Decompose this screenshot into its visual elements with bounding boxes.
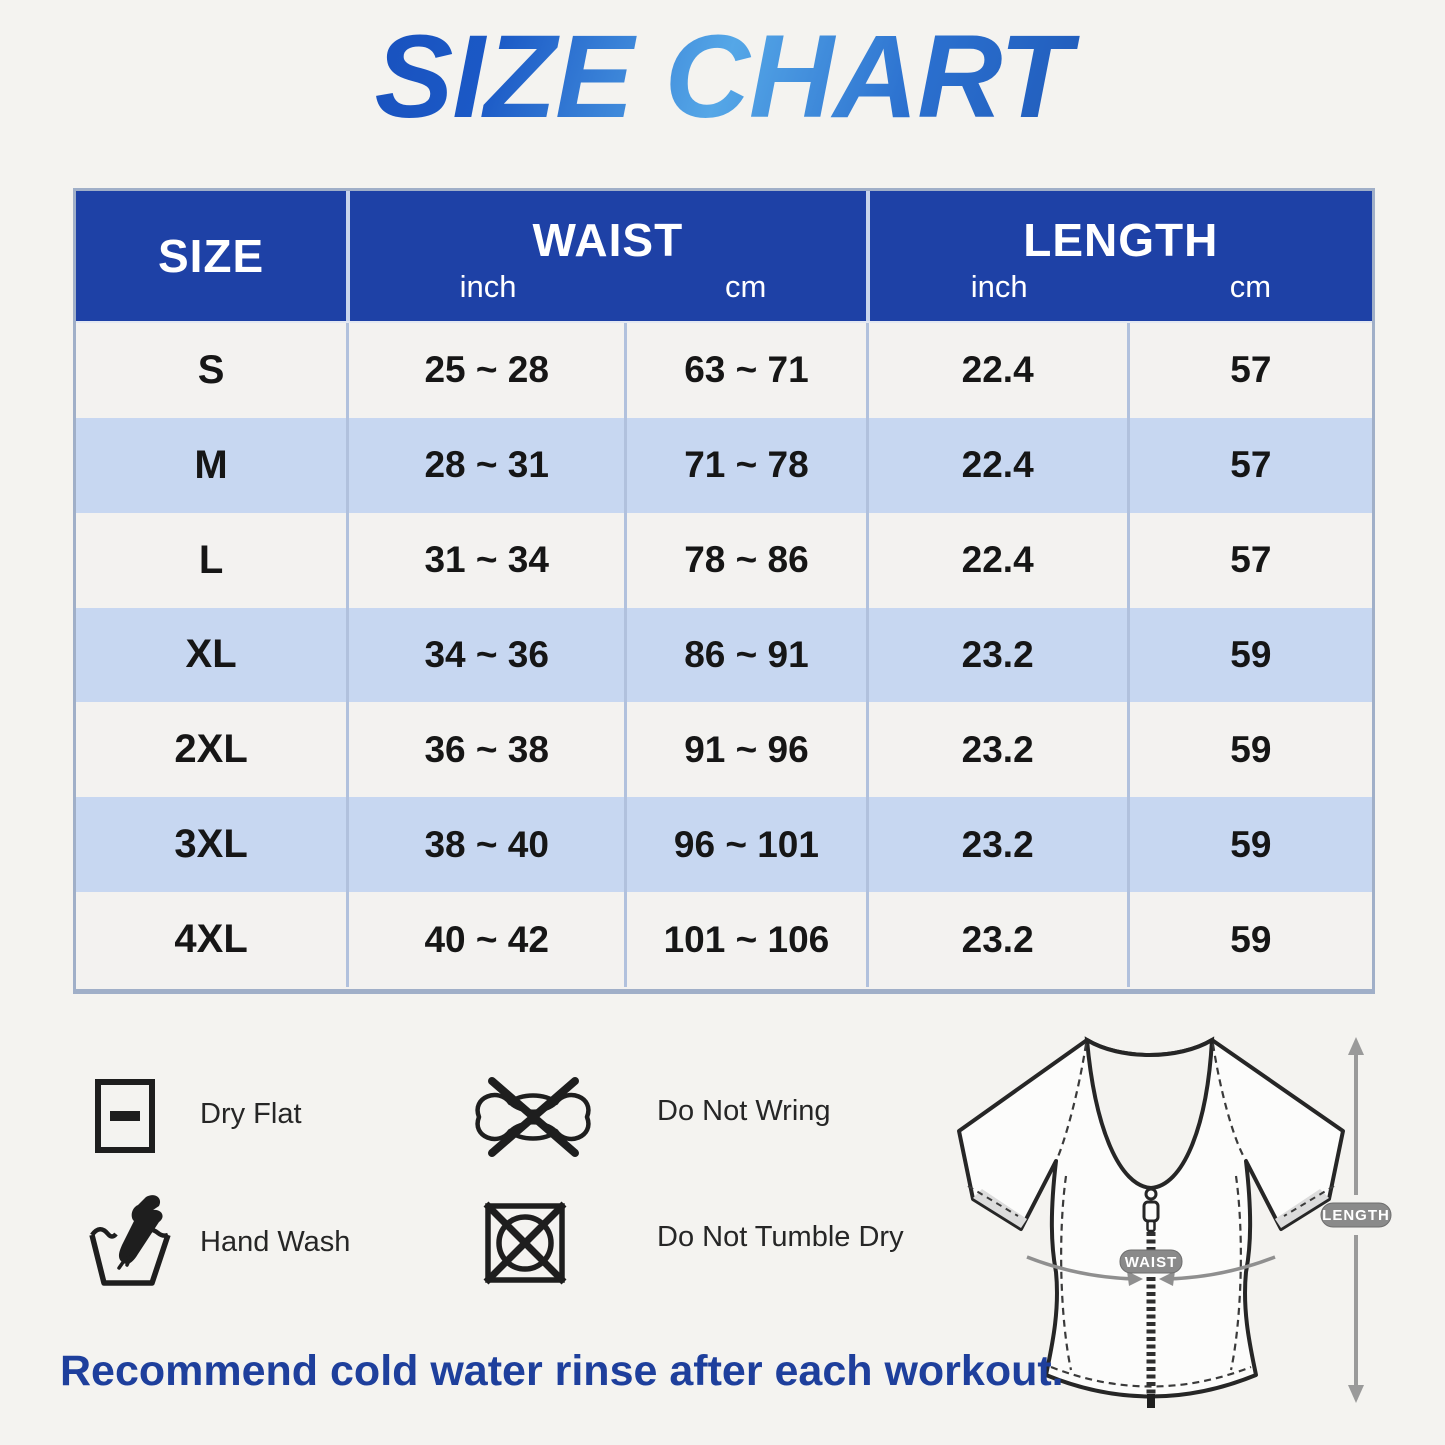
cell-length-inch: 22.4 — [865, 512, 1127, 608]
waist-badge — [1119, 1249, 1183, 1274]
length-badge — [1320, 1202, 1392, 1228]
length-arrow — [1348, 1037, 1364, 1403]
table-row: XL 34 ~ 36 86 ~ 91 23.2 59 — [76, 607, 1372, 703]
header-length-cm: cm — [1229, 269, 1272, 304]
sleeve-band-left — [973, 1189, 1027, 1228]
cell-length-inch: 23.2 — [865, 607, 1127, 703]
table-row: 2XL 36 ~ 38 91 ~ 96 23.2 59 — [76, 702, 1372, 798]
cell-length-cm: 57 — [1126, 323, 1372, 418]
cell-size: 2XL — [174, 727, 248, 772]
cell-waist-cm: 101 ~ 106 — [624, 892, 865, 987]
cell-waist-cm: 96 ~ 101 — [624, 797, 865, 893]
table-row: M 28 ~ 31 71 ~ 78 22.4 57 — [76, 417, 1372, 513]
header-waist-inch: inch — [459, 269, 517, 304]
table-row: 4XL 40 ~ 42 101 ~ 106 23.2 59 — [76, 892, 1372, 987]
size-table-header: SIZE WAIST inch cm LENGTH inch cm — [76, 191, 1372, 323]
cell-length-inch: 22.4 — [865, 417, 1127, 513]
page-title: SIZE CHART — [0, 8, 1445, 147]
sleeve-band-right — [1275, 1189, 1329, 1228]
garment-neckline — [1084, 1036, 1215, 1191]
cell-waist-inch: 31 ~ 34 — [346, 512, 624, 608]
care-label-dry-flat: Dry Flat — [200, 1098, 302, 1130]
dry-flat-icon — [95, 1079, 155, 1153]
waist-badge-label: WAIST — [1125, 1254, 1178, 1271]
cell-waist-cm: 63 ~ 71 — [624, 323, 865, 418]
cell-length-inch: 23.2 — [865, 702, 1127, 798]
cell-length-cm: 59 — [1126, 702, 1372, 798]
cell-size: S — [197, 347, 225, 392]
care-label-do-not-tumble-dry: Do Not Tumble Dry — [657, 1221, 904, 1253]
waist-arrow — [1026, 1255, 1276, 1286]
table-row: 3XL 38 ~ 40 96 ~ 101 23.2 59 — [76, 797, 1372, 893]
header-size: SIZE — [157, 230, 265, 282]
zipper-pull — [1146, 1219, 1156, 1233]
cell-length-inch: 23.2 — [865, 797, 1127, 893]
garment-measurement-diagram: WAIST LENGTH — [957, 1036, 1392, 1408]
footer-note: Recommend cold water rinse after each wo… — [60, 1347, 1064, 1395]
cell-size: 3XL — [174, 822, 248, 867]
cell-size: L — [198, 537, 224, 582]
cell-waist-inch: 40 ~ 42 — [346, 892, 624, 987]
garment-seams — [1050, 1043, 1252, 1388]
cell-length-inch: 23.2 — [865, 892, 1127, 987]
size-table: SIZE WAIST inch cm LENGTH inch cm S 25 ~… — [73, 188, 1375, 994]
cell-waist-inch: 34 ~ 36 — [346, 607, 624, 703]
table-row: S 25 ~ 28 63 ~ 71 22.4 57 — [76, 323, 1372, 418]
cell-waist-cm: 86 ~ 91 — [624, 607, 865, 703]
cell-size: XL — [185, 632, 237, 677]
table-row: L 31 ~ 34 78 ~ 86 22.4 57 — [76, 512, 1372, 608]
do-not-tumble-dry-icon — [483, 1201, 567, 1285]
cell-waist-cm: 78 ~ 86 — [624, 512, 865, 608]
header-length-group: LENGTH inch cm — [865, 191, 1372, 321]
cell-waist-inch: 28 ~ 31 — [346, 417, 624, 513]
cell-length-inch: 22.4 — [865, 323, 1127, 418]
header-waist-group: WAIST inch cm — [346, 191, 865, 321]
cell-size: 4XL — [174, 917, 248, 962]
cell-size: M — [194, 442, 228, 487]
header-waist-units: inch cm — [350, 266, 865, 308]
cell-length-cm: 57 — [1126, 512, 1372, 608]
cell-waist-cm: 71 ~ 78 — [624, 417, 865, 513]
hand-wash-icon — [89, 1195, 171, 1286]
header-length-units: inch cm — [870, 266, 1372, 308]
cell-length-cm: 57 — [1126, 417, 1372, 513]
cell-length-cm: 59 — [1126, 797, 1372, 893]
header-waist-cm: cm — [725, 269, 767, 304]
header-length: LENGTH — [1023, 214, 1219, 266]
care-label-do-not-wring: Do Not Wring — [657, 1095, 831, 1127]
cell-length-cm: 59 — [1126, 607, 1372, 703]
header-waist: WAIST — [532, 214, 684, 266]
size-table-body: S 25 ~ 28 63 ~ 71 22.4 57 M 28 ~ 31 71 ~… — [76, 323, 1372, 987]
length-badge-label: LENGTH — [1322, 1207, 1390, 1224]
cell-waist-inch: 36 ~ 38 — [346, 702, 624, 798]
cell-waist-cm: 91 ~ 96 — [624, 702, 865, 798]
care-label-hand-wash: Hand Wash — [200, 1226, 351, 1258]
cell-waist-inch: 38 ~ 40 — [346, 797, 624, 893]
zipper-slider — [1142, 1200, 1160, 1223]
do-not-wring-icon — [475, 1077, 591, 1157]
cell-waist-inch: 25 ~ 28 — [346, 323, 624, 418]
zipper-end — [1147, 1394, 1155, 1408]
zipper-stop — [1144, 1187, 1158, 1201]
cell-length-cm: 59 — [1126, 892, 1372, 987]
header-length-inch: inch — [970, 269, 1028, 304]
